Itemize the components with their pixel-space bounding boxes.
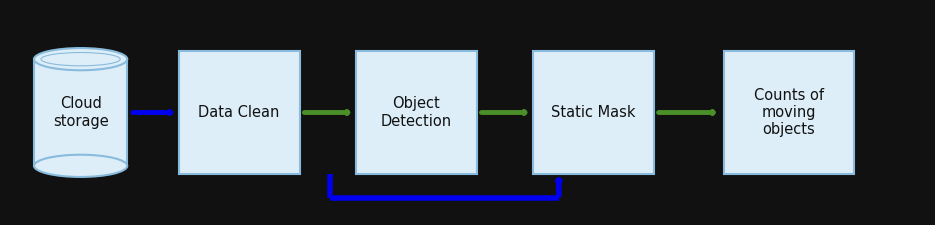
Text: Cloud
storage: Cloud storage	[52, 96, 108, 129]
Text: Static Mask: Static Mask	[551, 105, 636, 120]
FancyBboxPatch shape	[34, 59, 127, 166]
Ellipse shape	[34, 48, 127, 70]
Ellipse shape	[34, 155, 127, 177]
FancyBboxPatch shape	[179, 51, 300, 174]
FancyBboxPatch shape	[724, 51, 855, 174]
Text: Data Clean: Data Clean	[198, 105, 280, 120]
FancyBboxPatch shape	[355, 51, 477, 174]
FancyBboxPatch shape	[533, 51, 654, 174]
Text: Object
Detection: Object Detection	[381, 96, 452, 129]
Text: Counts of
moving
objects: Counts of moving objects	[755, 88, 824, 137]
